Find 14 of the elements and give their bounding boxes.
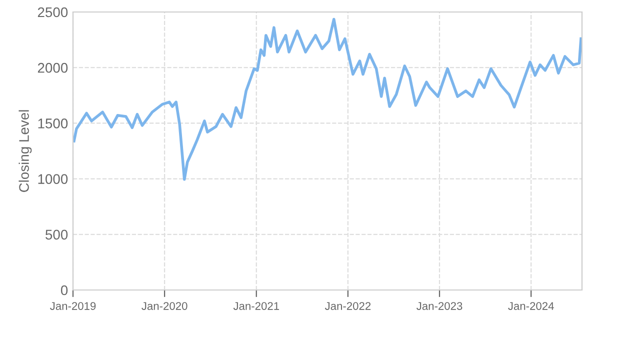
y-tick-label: 2500 bbox=[38, 7, 68, 18]
x-tick-label: Jan-2023 bbox=[416, 302, 462, 310]
y-tick-label: 0 bbox=[60, 285, 68, 296]
y-tick-label: 500 bbox=[46, 230, 68, 240]
x-tick-label: Jan-2019 bbox=[50, 302, 96, 310]
x-tick-label: Jan-2022 bbox=[324, 302, 371, 310]
y-tick-label: 1000 bbox=[38, 174, 68, 184]
y-axis-title: Closing Level bbox=[18, 110, 32, 192]
line-series bbox=[73, 18, 582, 181]
y-tick-label: 2000 bbox=[38, 62, 68, 73]
x-tick-label: Jan-2020 bbox=[142, 302, 188, 310]
x-tick-label: Jan-2024 bbox=[508, 302, 554, 310]
x-tick-label: Jan-2021 bbox=[233, 302, 280, 310]
y-tick-label: 1500 bbox=[38, 118, 68, 128]
